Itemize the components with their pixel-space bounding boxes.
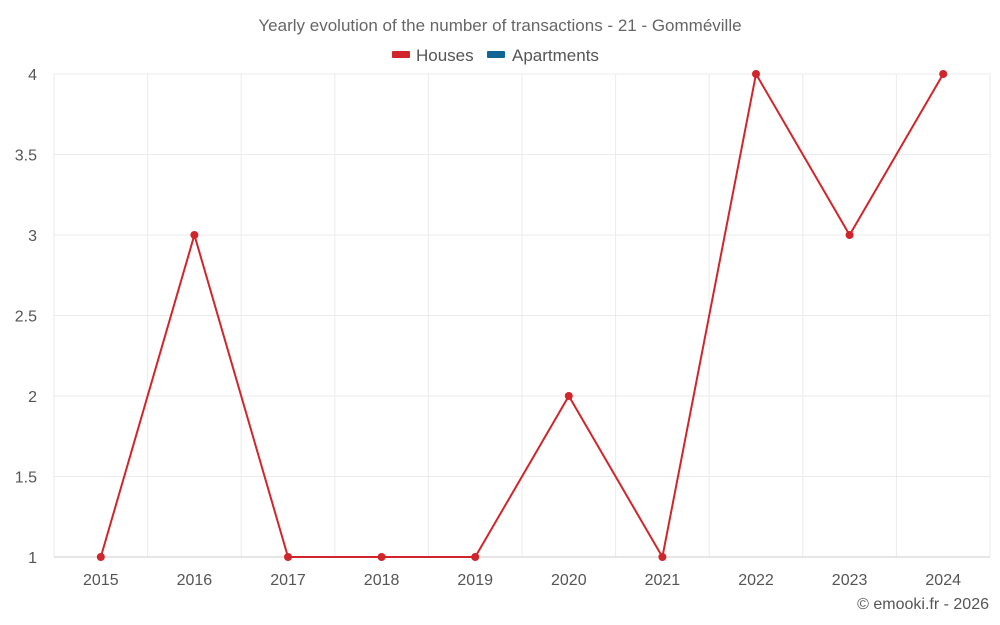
series-houses — [96, 70, 948, 561]
x-axis-ticks: 2015 2016 2017 2018 2019 2020 2021 2022 2023 2024 — [83, 572, 961, 589]
data-point-houses[interactable] — [658, 553, 667, 561]
legend: Houses Apartments — [392, 46, 599, 65]
x-tick-label: 2023 — [832, 572, 868, 589]
x-tick-label: 2020 — [551, 572, 587, 589]
legend-label-apartments[interactable]: Apartments — [512, 46, 599, 65]
x-tick-label: 2019 — [457, 572, 493, 589]
x-tick-label: 2022 — [738, 572, 774, 589]
data-point-houses[interactable] — [564, 392, 573, 400]
data-point-houses[interactable] — [845, 231, 854, 239]
x-tick-label: 2024 — [925, 572, 961, 589]
x-tick-label: 2016 — [177, 572, 213, 589]
legend-label-houses[interactable]: Houses — [416, 46, 474, 65]
y-tick-label: 2.5 — [15, 309, 37, 326]
x-tick-label: 2017 — [270, 572, 306, 589]
data-point-houses[interactable] — [752, 70, 760, 78]
y-tick-label: 1.5 — [15, 470, 37, 487]
chart-title: Yearly evolution of the number of transa… — [258, 16, 741, 35]
x-tick-label: 2021 — [645, 572, 681, 589]
grid — [53, 73, 991, 558]
y-tick-label: 3 — [28, 228, 37, 245]
y-axis-ticks: 1 1.5 2 2.5 3 3.5 4 — [15, 67, 37, 567]
x-tick-label: 2018 — [364, 572, 400, 589]
data-point-houses[interactable] — [96, 553, 105, 561]
y-tick-label: 3.5 — [15, 148, 37, 165]
data-point-houses[interactable] — [377, 553, 386, 561]
legend-swatch-apartments[interactable] — [487, 51, 505, 58]
y-tick-label: 1 — [28, 550, 37, 567]
y-tick-label: 2 — [28, 389, 37, 406]
credit-text: © emooki.fr - 2026 — [857, 596, 989, 613]
data-point-houses[interactable] — [471, 553, 480, 561]
series-line-houses — [99, 71, 945, 560]
x-tick-label: 2015 — [83, 572, 119, 589]
data-point-houses[interactable] — [939, 70, 948, 78]
data-point-houses[interactable] — [284, 553, 292, 561]
y-tick-label: 4 — [28, 67, 37, 84]
data-point-houses[interactable] — [190, 231, 199, 239]
legend-swatch-houses[interactable] — [392, 51, 410, 58]
